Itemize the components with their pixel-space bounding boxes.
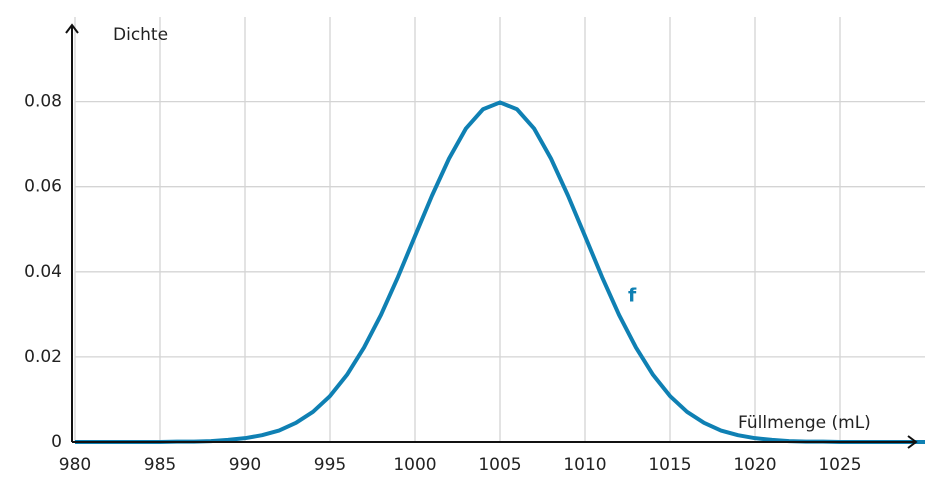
x-tick-label: 980 — [59, 455, 91, 475]
y-tick-label: 0 — [51, 432, 62, 452]
x-tick-label: 1020 — [733, 455, 776, 475]
x-tick-label: 1005 — [478, 455, 521, 475]
x-axis — [72, 435, 918, 449]
y-axis — [65, 23, 79, 442]
y-tick-label: 0.08 — [24, 92, 62, 112]
y-axis-label: Dichte — [113, 25, 168, 45]
x-tick-label: 1010 — [563, 455, 606, 475]
plot — [75, 100, 925, 444]
x-tick-label: 1000 — [393, 455, 436, 475]
line — [75, 100, 925, 444]
x-tick-label: 995 — [314, 455, 346, 475]
x-tick-label: 1025 — [818, 455, 861, 475]
x-axis-label: Füllmenge (mL) — [738, 413, 871, 433]
y-tick-label: 0.06 — [24, 177, 62, 197]
y-tick-label: 0.02 — [24, 347, 62, 367]
x-tick-label: 985 — [144, 455, 176, 475]
grid — [74, 17, 925, 443]
x-tick-label: 990 — [229, 455, 261, 475]
x-tick-label: 1015 — [648, 455, 691, 475]
series-label: f — [628, 285, 637, 307]
y-tick-label: 0.04 — [24, 262, 62, 282]
